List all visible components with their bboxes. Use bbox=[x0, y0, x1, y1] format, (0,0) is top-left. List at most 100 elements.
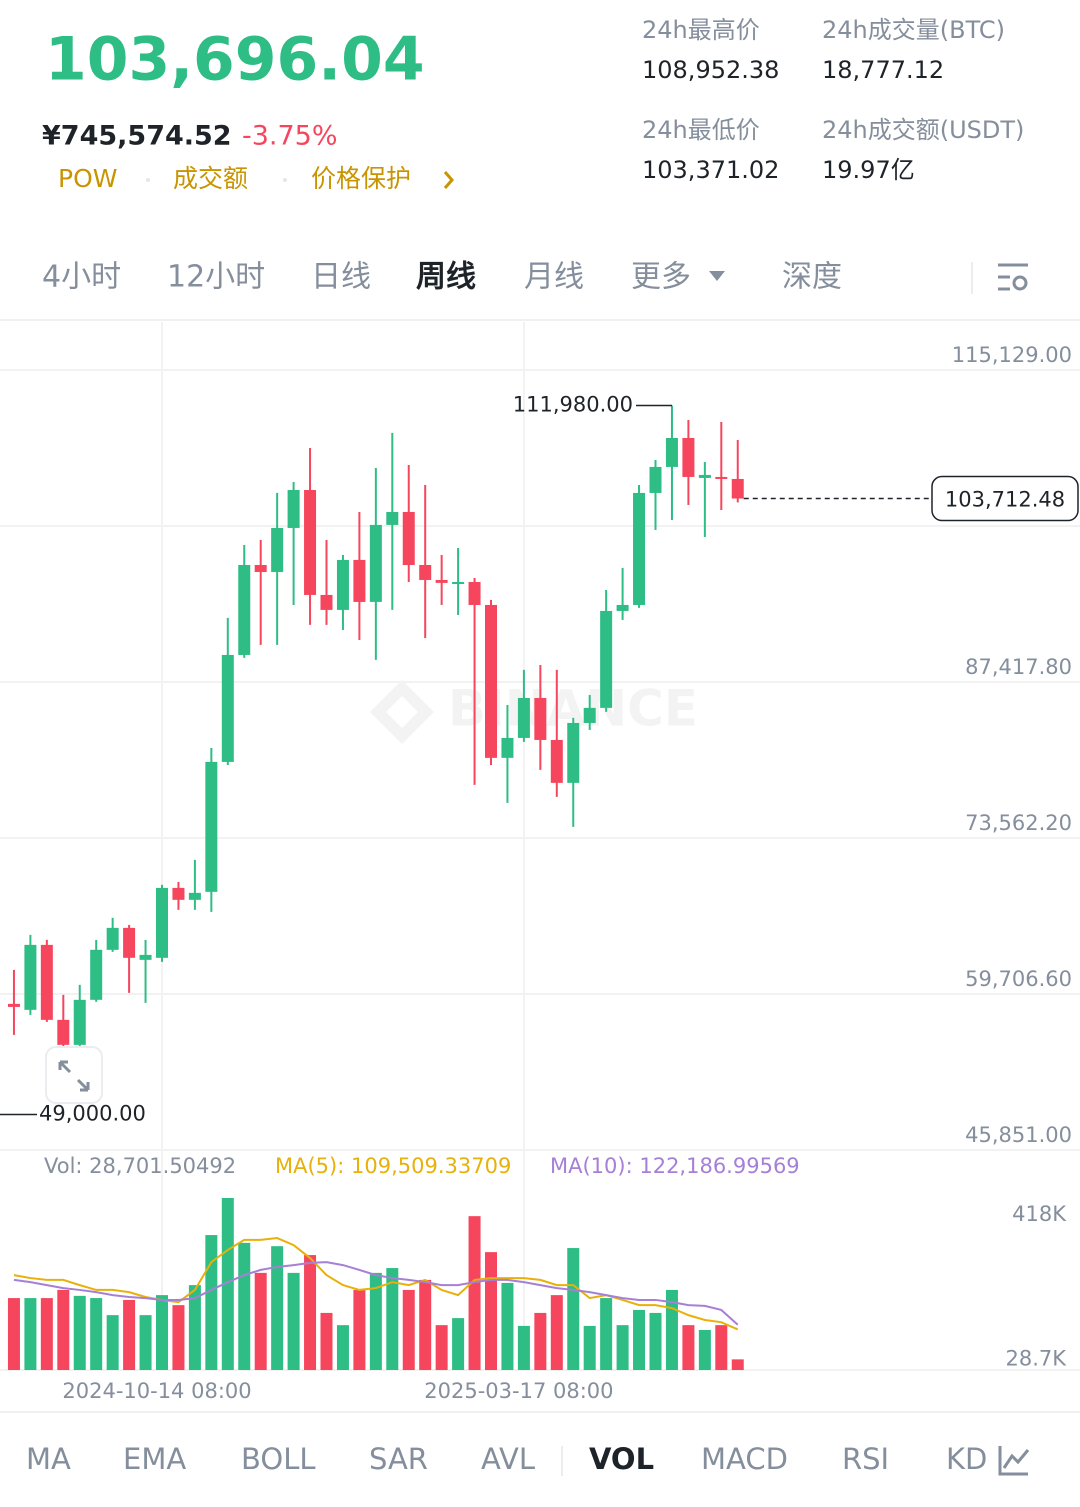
timeframe-tab[interactable]: 4小时 bbox=[42, 260, 121, 295]
timeframe-tab[interactable]: 月线 bbox=[524, 260, 584, 295]
dropdown-icon[interactable] bbox=[709, 271, 725, 281]
cny-price: ¥745,574.52 bbox=[42, 121, 232, 152]
y-tick-label: 115,129.00 bbox=[952, 343, 1072, 367]
candle-body bbox=[567, 722, 580, 783]
candle-body bbox=[287, 490, 300, 528]
volume-bar bbox=[304, 1255, 317, 1370]
stat-value: 18,777.12 bbox=[822, 56, 944, 84]
timeframe-tab[interactable]: 更多 bbox=[631, 260, 691, 295]
candle-body bbox=[600, 610, 613, 708]
expand-button[interactable] bbox=[45, 1046, 103, 1104]
x-tick-label: 2025-03-17 08:00 bbox=[424, 1379, 613, 1403]
timeframe-tab[interactable]: 12小时 bbox=[167, 260, 265, 295]
candle-body bbox=[221, 654, 234, 762]
candle-body bbox=[715, 476, 728, 479]
stat-value: 19.97亿 bbox=[822, 156, 915, 184]
volume-bar bbox=[254, 1272, 267, 1370]
volume-bar bbox=[90, 1298, 103, 1370]
tag[interactable]: 价格保护 bbox=[311, 164, 411, 193]
separator bbox=[146, 178, 150, 182]
candle-body bbox=[24, 944, 37, 1010]
volume-bar bbox=[106, 1315, 119, 1370]
volume-bar bbox=[353, 1289, 366, 1370]
last-price-box bbox=[931, 475, 1079, 522]
volume-bar bbox=[205, 1235, 218, 1370]
settings-icon[interactable] bbox=[998, 263, 1028, 291]
volume-bar bbox=[517, 1325, 530, 1370]
candle-body bbox=[386, 511, 399, 525]
candle-body bbox=[188, 892, 201, 900]
chart-icon[interactable] bbox=[998, 1446, 1030, 1476]
candle-body bbox=[254, 564, 267, 572]
candle-body bbox=[583, 707, 596, 723]
price-change: -3.75% bbox=[242, 121, 338, 152]
low-marker-label: 49,000.00 bbox=[39, 1102, 146, 1126]
stat-label: 24h成交额(USDT) bbox=[822, 116, 1024, 144]
volume-bar bbox=[616, 1325, 629, 1370]
volume-bar bbox=[123, 1299, 136, 1370]
candle-body bbox=[550, 739, 563, 783]
watermark-logo bbox=[370, 680, 434, 744]
volume-bar bbox=[550, 1295, 563, 1370]
x-tick-label: 2024-10-14 08:00 bbox=[62, 1379, 251, 1403]
indicator-tab[interactable]: KD bbox=[946, 1442, 987, 1476]
indicator-tab[interactable]: RSI bbox=[842, 1442, 889, 1476]
legend-entry: MA(5): 109,509.33709 bbox=[275, 1154, 511, 1178]
volume-bar bbox=[682, 1325, 695, 1370]
volume-bar bbox=[24, 1298, 37, 1370]
stat-label: 24h最低价 bbox=[642, 116, 760, 144]
timeframe-tab[interactable]: 日线 bbox=[311, 260, 371, 295]
stat-label: 24h成交量(BTC) bbox=[822, 16, 1005, 44]
volume-bar bbox=[435, 1325, 448, 1370]
timeframe-tab[interactable]: 周线 bbox=[416, 260, 476, 295]
candle-body bbox=[320, 594, 333, 610]
indicator-tab[interactable]: SAR bbox=[369, 1442, 428, 1476]
candle-body bbox=[353, 559, 366, 602]
volume-bar bbox=[583, 1325, 596, 1370]
candle-body bbox=[435, 579, 448, 583]
volume-bar bbox=[649, 1312, 662, 1370]
legend-entry: MA(10): 122,186.99569 bbox=[550, 1154, 800, 1178]
volume-bar bbox=[336, 1325, 349, 1370]
volume-bar bbox=[501, 1282, 514, 1370]
separator bbox=[283, 178, 287, 182]
candle-body bbox=[402, 511, 415, 565]
candle-body bbox=[698, 474, 711, 478]
tag[interactable]: POW bbox=[58, 164, 117, 193]
volume-bar bbox=[633, 1309, 646, 1370]
indicator-tab[interactable]: MACD bbox=[701, 1442, 788, 1476]
volume-bar bbox=[188, 1285, 201, 1370]
stat-label: 24h最高价 bbox=[642, 16, 760, 44]
volume-bar bbox=[287, 1272, 300, 1370]
indicator-tab[interactable]: AVL bbox=[481, 1442, 535, 1476]
ma-line bbox=[13, 1261, 739, 1326]
indicator-tab[interactable]: BOLL bbox=[241, 1442, 316, 1476]
volume-bar bbox=[40, 1298, 53, 1370]
stat-value: 108,952.38 bbox=[642, 56, 779, 84]
candle-body bbox=[172, 887, 185, 900]
volume-bar bbox=[221, 1198, 234, 1370]
candle-body bbox=[485, 604, 497, 758]
stat-value: 103,371.02 bbox=[642, 156, 779, 184]
chevron-icon[interactable] bbox=[443, 171, 454, 189]
tag[interactable]: 成交额 bbox=[173, 164, 248, 193]
candle-body bbox=[205, 761, 218, 892]
volume-bar bbox=[7, 1298, 20, 1370]
volume-bar bbox=[238, 1242, 251, 1370]
y-tick-label: 73,562.20 bbox=[965, 811, 1072, 835]
chart-area: 2024-10-14 08:00 2025-03-17 08:00 115,129.… bbox=[0, 322, 1080, 1403]
volume-bar bbox=[320, 1312, 333, 1370]
timeframe-tab[interactable]: 深度 bbox=[782, 260, 842, 295]
y-tick-label: 59,706.60 bbox=[965, 967, 1072, 991]
candle-body bbox=[156, 887, 168, 958]
candle-body bbox=[633, 492, 646, 605]
candle-body bbox=[534, 697, 547, 740]
indicator-tab[interactable]: MA bbox=[26, 1442, 71, 1476]
volume-bar bbox=[452, 1318, 465, 1370]
indicator-tab[interactable]: VOL bbox=[589, 1442, 654, 1476]
indicator-tab[interactable]: EMA bbox=[123, 1442, 186, 1476]
volume-bar bbox=[731, 1359, 744, 1370]
volume-bar bbox=[386, 1268, 399, 1370]
volume-bar bbox=[485, 1252, 497, 1370]
